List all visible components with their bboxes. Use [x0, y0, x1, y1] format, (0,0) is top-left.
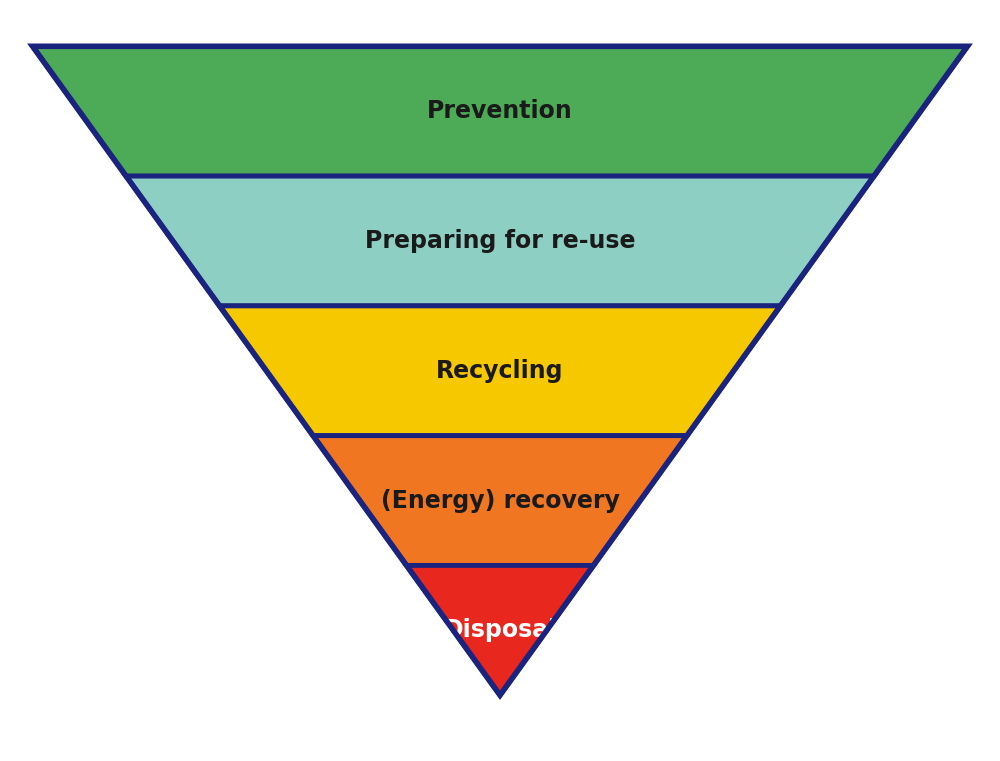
- Polygon shape: [407, 565, 593, 696]
- Text: Preparing for re-use: Preparing for re-use: [365, 229, 635, 253]
- Text: Disposal: Disposal: [443, 619, 557, 642]
- Polygon shape: [126, 176, 874, 306]
- Text: Recycling: Recycling: [436, 358, 564, 383]
- Polygon shape: [33, 46, 967, 176]
- Polygon shape: [220, 306, 780, 435]
- Text: Prevention: Prevention: [427, 99, 573, 123]
- Polygon shape: [313, 435, 687, 565]
- Text: (Energy) recovery: (Energy) recovery: [381, 489, 619, 513]
